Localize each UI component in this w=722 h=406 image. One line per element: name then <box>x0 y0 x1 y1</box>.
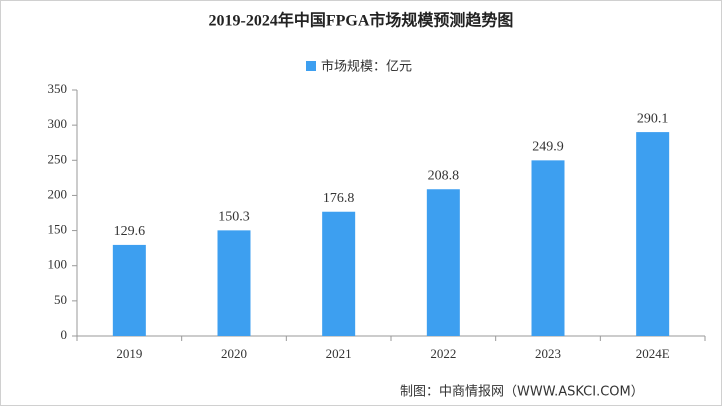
y-tick-label: 0 <box>61 327 68 342</box>
bar <box>531 160 565 336</box>
y-tick-label: 150 <box>48 222 68 237</box>
x-tick-label: 2023 <box>535 346 561 361</box>
x-tick-label: 2024E <box>636 346 670 361</box>
y-tick-label: 300 <box>48 116 68 131</box>
y-tick-label: 100 <box>48 257 68 272</box>
data-label: 129.6 <box>114 224 146 239</box>
y-tick-label: 250 <box>48 151 68 166</box>
x-tick-label: 2022 <box>430 346 456 361</box>
data-label: 249.9 <box>532 140 564 155</box>
chart-title: 2019-2024年中国FPGA市场规模预测趋势图 <box>209 11 514 30</box>
data-label: 290.1 <box>637 111 669 126</box>
bar <box>322 211 356 336</box>
bar <box>112 244 146 336</box>
y-tick-label: 200 <box>48 186 68 201</box>
y-tick-label: 50 <box>54 292 67 307</box>
x-tick-label: 2021 <box>326 346 352 361</box>
x-tick-label: 2019 <box>116 346 142 361</box>
data-label: 208.8 <box>428 168 460 183</box>
legend-swatch <box>306 61 316 71</box>
bar <box>217 230 251 336</box>
bar <box>426 189 460 336</box>
y-tick-label: 350 <box>48 81 68 96</box>
source-note: 制图：中商情报网（WWW.ASKCI.COM） <box>400 385 644 400</box>
data-label: 176.8 <box>323 191 355 206</box>
legend-label: 市场规模：亿元 <box>321 59 412 75</box>
x-tick-label: 2020 <box>221 346 247 361</box>
legend: 市场规模：亿元 <box>306 59 412 75</box>
bar <box>636 132 670 336</box>
data-label: 150.3 <box>218 210 250 225</box>
